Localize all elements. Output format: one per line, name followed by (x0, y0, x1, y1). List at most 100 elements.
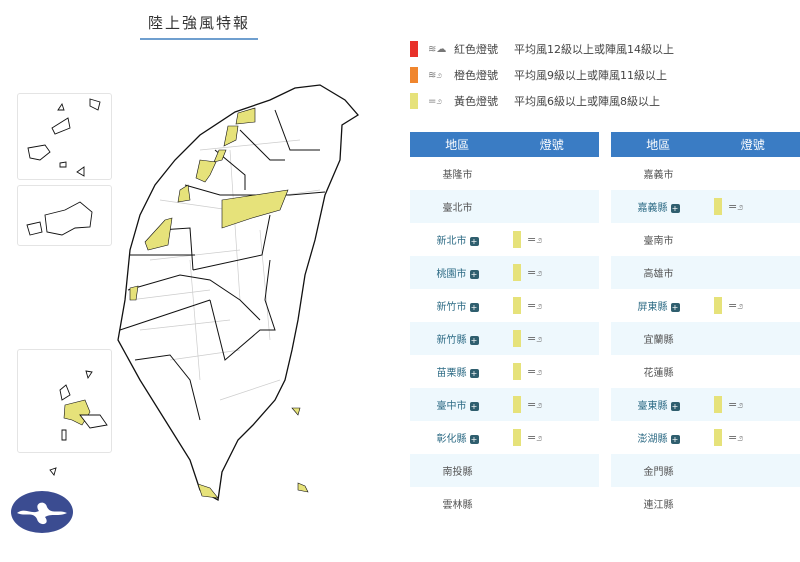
taiwan-map (26, 84, 359, 502)
expand-plus-icon[interactable]: + (670, 203, 680, 213)
yellow-signal-bar (513, 396, 521, 413)
warning-area-miaoli (195, 159, 217, 183)
table-row: 嘉義市 (611, 157, 800, 190)
header-area: 地區 (646, 138, 671, 152)
warning-area-changhua (144, 217, 173, 251)
table-row: 連江縣 (611, 487, 800, 520)
area-cell[interactable]: 臺中市 + (410, 397, 505, 412)
warning-areas (63, 107, 309, 499)
yellow-signal-bar (513, 297, 521, 314)
area-cell[interactable]: 新竹縣 + (410, 331, 505, 346)
area-name[interactable]: 彰化縣 (436, 434, 467, 445)
area-name[interactable]: 桃園市 (436, 269, 467, 280)
warning-area-taoyuan (223, 125, 239, 147)
table-row: 臺東縣 + =೨ (611, 388, 800, 421)
wind-icon: =೨ (728, 199, 744, 213)
area-cell: 花蓮縣 (611, 364, 706, 379)
table-row: 新竹市 + =೨ (410, 289, 599, 322)
legend-name: 黃色燈號 (454, 95, 498, 108)
table-row: 桃園市 + =೨ (410, 256, 599, 289)
area-name: 嘉義市 (643, 170, 674, 181)
expand-plus-icon[interactable]: + (469, 401, 479, 411)
area-cell[interactable]: 臺東縣 + (611, 397, 706, 412)
area-name[interactable]: 臺中市 (436, 401, 467, 412)
area-name[interactable]: 屏東縣 (637, 302, 668, 313)
area-cell[interactable]: 屏東縣 + (611, 298, 706, 313)
expand-plus-icon[interactable]: + (469, 368, 479, 378)
signal-cell: =೨ (505, 297, 542, 314)
wind-icon: =೨ (728, 397, 744, 411)
area-cell[interactable]: 苗栗縣 + (410, 364, 505, 379)
table-row: 臺南市 (611, 223, 800, 256)
area-name: 連江縣 (643, 500, 674, 511)
area-cell[interactable]: 桃園市 + (410, 265, 505, 280)
table-row: 屏東縣 + =೨ (611, 289, 800, 322)
yellow-signal-bar (513, 264, 521, 281)
expand-plus-icon[interactable]: + (670, 401, 680, 411)
table-row: 基隆市 (410, 157, 599, 190)
warning-area-taitung (291, 407, 309, 493)
wind-icon: =೨ (527, 331, 543, 345)
yellow-signal-bar (714, 429, 722, 446)
area-name: 雲林縣 (442, 500, 473, 511)
wind-icon: =೨ (527, 430, 543, 444)
yellow-signal-bar (513, 363, 521, 380)
expand-plus-icon[interactable]: + (469, 236, 479, 246)
wind-icon: =೨ (527, 397, 543, 411)
area-name[interactable]: 新北市 (436, 236, 467, 247)
table-row: 高雄市 (611, 256, 800, 289)
expand-plus-icon[interactable]: + (469, 335, 479, 345)
table-row: 新北市 + =೨ (410, 223, 599, 256)
area-name[interactable]: 苗栗縣 (436, 368, 467, 379)
legend: ≋☁ 紅色燈號 平均風12級以上或陣風14級以上 ≋೨ 橙色燈號 平均風9級以上… (410, 36, 674, 114)
area-name: 南投縣 (442, 467, 473, 478)
area-cell[interactable]: 新北市 + (410, 232, 505, 247)
signal-cell: =೨ (706, 198, 743, 215)
area-cell: 基隆市 (410, 166, 505, 181)
expand-plus-icon[interactable]: + (469, 434, 479, 444)
wind-icon: =೨ (728, 430, 744, 444)
table-row: 澎湖縣 + =೨ (611, 421, 800, 454)
signal-cell: =೨ (706, 396, 743, 413)
table-header: 地區 燈號 (611, 132, 800, 157)
header-signal: 燈號 (740, 138, 765, 152)
area-cell: 臺北市 (410, 199, 505, 214)
table-row: 嘉義縣 + =೨ (611, 190, 800, 223)
signal-cell: =೨ (505, 429, 542, 446)
expand-plus-icon[interactable]: + (670, 434, 680, 444)
legend-red: ≋☁ 紅色燈號 平均風12級以上或陣風14級以上 (410, 36, 674, 62)
yellow-signal-bar (714, 396, 722, 413)
area-name[interactable]: 臺東縣 (637, 401, 668, 412)
red-swatch (410, 41, 418, 57)
area-cell[interactable]: 彰化縣 + (410, 430, 505, 445)
yellow-signal-bar (513, 429, 521, 446)
wind-icon: =೨ (527, 265, 543, 279)
warning-area-taichung (177, 184, 289, 229)
expand-plus-icon[interactable]: + (469, 302, 479, 312)
area-cell[interactable]: 新竹市 + (410, 298, 505, 313)
area-name[interactable]: 新竹縣 (436, 335, 467, 346)
legend-name: 橙色燈號 (454, 69, 498, 82)
area-name[interactable]: 新竹市 (436, 302, 467, 313)
expand-plus-icon[interactable]: + (670, 302, 680, 312)
area-cell[interactable]: 嘉義縣 + (611, 199, 706, 214)
area-cell: 雲林縣 (410, 496, 505, 511)
table-row: 金門縣 (611, 454, 800, 487)
area-name: 臺北市 (442, 203, 473, 214)
area-name: 金門縣 (643, 467, 674, 478)
outlying-islands (26, 98, 108, 476)
legend-desc: 平均風9級以上或陣風11級以上 (514, 69, 667, 82)
legend-desc: 平均風6級以上或陣風8級以上 (514, 95, 660, 108)
yellow-signal-bar (513, 330, 521, 347)
signal-cell: =೨ (505, 363, 542, 380)
expand-plus-icon[interactable]: + (469, 269, 479, 279)
signal-cell: =೨ (706, 297, 743, 314)
table-row: 臺中市 + =೨ (410, 388, 599, 421)
legend-name: 紅色燈號 (454, 43, 498, 56)
wind-icon: =೨ (527, 298, 543, 312)
wind-icon: =೨ (728, 298, 744, 312)
area-cell: 連江縣 (611, 496, 706, 511)
area-name[interactable]: 澎湖縣 (637, 434, 668, 445)
area-name[interactable]: 嘉義縣 (637, 203, 668, 214)
area-cell[interactable]: 澎湖縣 + (611, 430, 706, 445)
